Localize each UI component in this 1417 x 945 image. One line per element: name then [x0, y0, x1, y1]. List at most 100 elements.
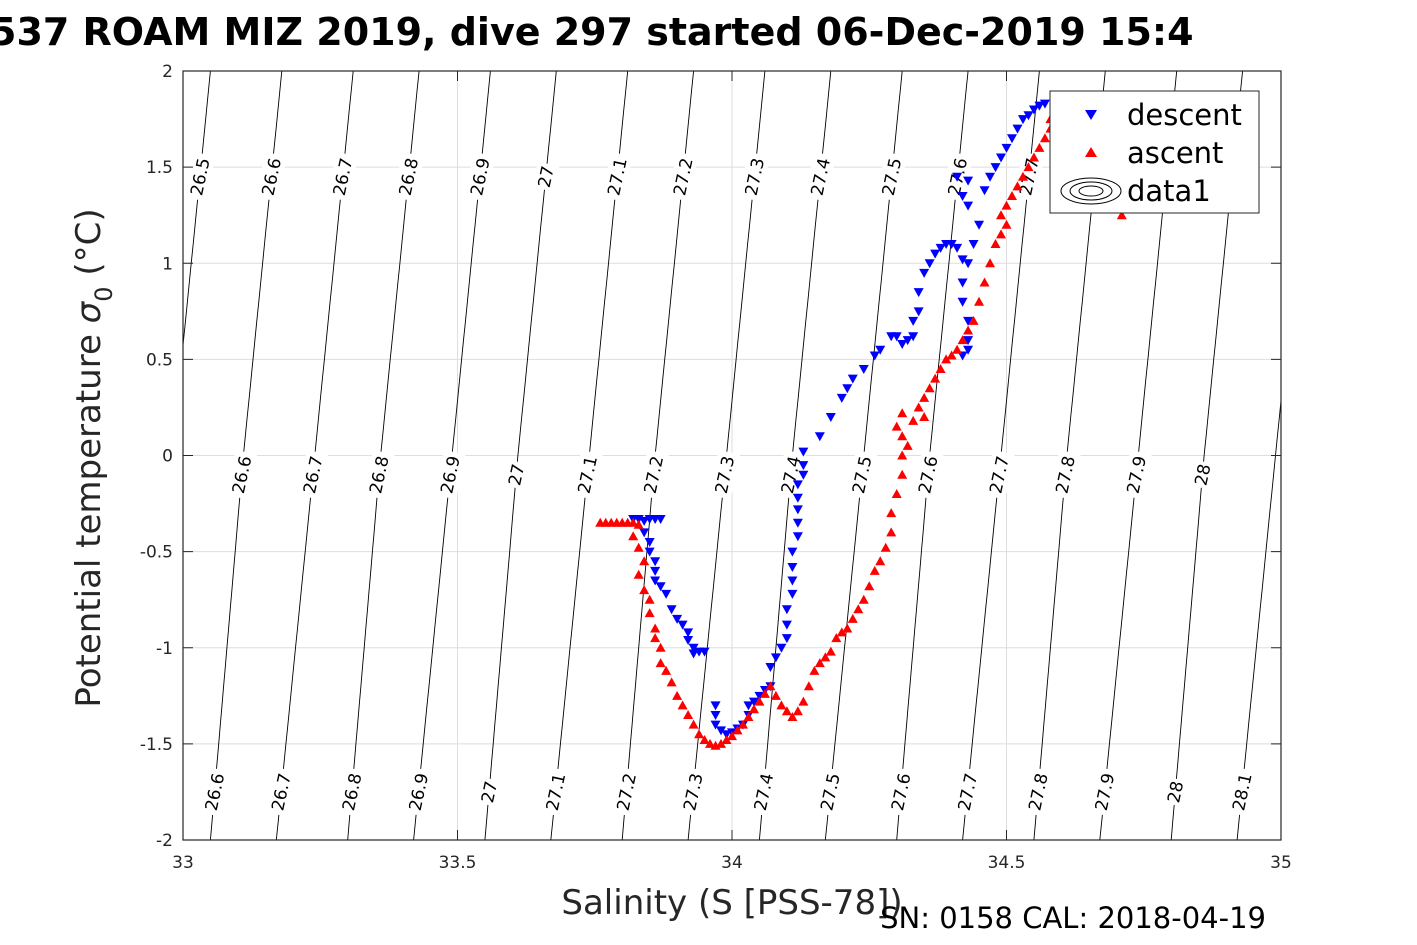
ascent-point	[858, 594, 869, 604]
descent-point	[1034, 101, 1045, 111]
descent-point	[963, 201, 974, 211]
svg-text:27.2: 27.2	[641, 454, 668, 495]
descent-point	[963, 259, 974, 269]
descent-point	[710, 701, 721, 711]
descent-point	[924, 259, 935, 269]
descent-point	[787, 563, 798, 573]
ascent-point	[1023, 162, 1034, 172]
ascent-point	[644, 608, 655, 618]
isopycnal-label: 26.8	[363, 449, 395, 500]
x-tick-label: 33.5	[439, 853, 477, 873]
isopycnal-label: 27.1	[571, 449, 603, 500]
x-tick-label: 33	[172, 853, 194, 873]
isopycnal-label: 27.5	[814, 767, 846, 817]
legend-descent-label: descent	[1127, 98, 1242, 132]
isopycnal-label: 27.2	[667, 151, 699, 202]
descent-point	[957, 297, 968, 307]
ascent-point	[748, 704, 759, 714]
legend: descent ascent data1	[1049, 90, 1260, 214]
ascent-point	[1034, 142, 1045, 152]
svg-text:27: 27	[505, 462, 529, 487]
svg-text:27.8: 27.8	[1025, 772, 1052, 813]
ascent-point	[650, 623, 661, 633]
descent-point	[770, 653, 781, 663]
svg-text:26.9: 26.9	[467, 156, 494, 197]
svg-text:27.3: 27.3	[712, 454, 739, 495]
ascent-point	[1028, 152, 1039, 162]
ascent-point	[639, 556, 650, 566]
ascent-point	[820, 652, 831, 662]
descent-point	[825, 413, 836, 423]
ascent-point	[776, 700, 787, 710]
legend-descent-marker	[1085, 110, 1097, 120]
descent-point	[644, 547, 655, 557]
descent-point	[990, 163, 1001, 173]
descent-point	[1012, 124, 1023, 134]
ascent-point	[798, 696, 809, 706]
ascent-point	[655, 642, 666, 652]
ascent-point	[787, 711, 798, 721]
ascent-point	[847, 613, 858, 623]
svg-text:27: 27	[535, 164, 559, 189]
isopycnal-label: 27.1	[601, 151, 633, 202]
svg-text:28.1: 28.1	[1229, 772, 1256, 813]
descent-point	[930, 249, 941, 259]
descent-point	[897, 339, 908, 349]
descent-point	[650, 557, 661, 567]
x-tick-label: 34.5	[988, 853, 1026, 873]
y-tick-label: -1	[156, 639, 173, 659]
isopycnal-label: 27.7	[1013, 151, 1045, 202]
descent-point	[699, 647, 710, 657]
descent-point	[644, 538, 655, 548]
ascent-point	[886, 527, 897, 537]
isopycnal-label: 26.6	[255, 151, 287, 202]
ascent-point	[732, 725, 743, 735]
axis-ticks: 33 33.5 34 34.5 35 2 1.5 1 0.5 0 -0.5 -1 -1.5 -2	[140, 62, 1292, 873]
isopycnal-label: 27.2	[610, 767, 642, 817]
isopycnal-label: 27.7	[983, 449, 1015, 500]
isopycnal-label: 26.5	[184, 151, 216, 202]
svg-text:27.3: 27.3	[680, 772, 707, 813]
descent-point	[952, 172, 963, 182]
descent-point	[974, 220, 985, 230]
ascent-point	[996, 229, 1007, 239]
ascent-point	[913, 402, 924, 412]
descent-point	[792, 480, 803, 490]
descent-point	[996, 153, 1007, 163]
descent-point	[957, 278, 968, 288]
descent-point	[957, 191, 968, 201]
ascent-point	[979, 277, 990, 287]
descent-point	[792, 518, 803, 528]
descent-point	[776, 643, 787, 653]
isopycnal-label: 26.9	[464, 151, 496, 202]
y-tick-label: 0	[162, 447, 173, 467]
svg-text:26.6: 26.6	[229, 454, 256, 495]
svg-text:28: 28	[1191, 462, 1215, 487]
svg-text:27.5: 27.5	[849, 454, 876, 495]
ascent-point	[919, 412, 930, 422]
descent-point	[655, 582, 666, 592]
descent-point	[963, 345, 974, 355]
x-tick-label: 34	[721, 853, 743, 873]
isopycnal-label: 27.6	[885, 767, 917, 817]
ascent-point	[974, 296, 985, 306]
ascent-point	[1039, 133, 1050, 143]
descent-point	[792, 532, 803, 542]
ascent-point	[831, 633, 842, 643]
ascent-point	[770, 690, 781, 700]
isopycnal-label: 27.4	[804, 151, 836, 202]
descent-point	[1017, 115, 1028, 125]
svg-text:26.6: 26.6	[202, 772, 229, 813]
ascent-point	[1012, 181, 1023, 191]
ascent-point	[781, 706, 792, 716]
descent-point	[875, 345, 886, 355]
descent-point	[798, 447, 809, 457]
isopycnal-label: 26.6	[199, 767, 231, 817]
isopycnal-line	[484, 71, 557, 840]
y-tick-label: 1.5	[146, 158, 173, 178]
isopycnal-label: 27.7	[951, 767, 983, 817]
svg-text:26.7: 26.7	[300, 454, 327, 495]
svg-text:27.6: 27.6	[888, 772, 915, 813]
svg-text:27.5: 27.5	[879, 156, 906, 197]
ascent-point	[825, 646, 836, 656]
